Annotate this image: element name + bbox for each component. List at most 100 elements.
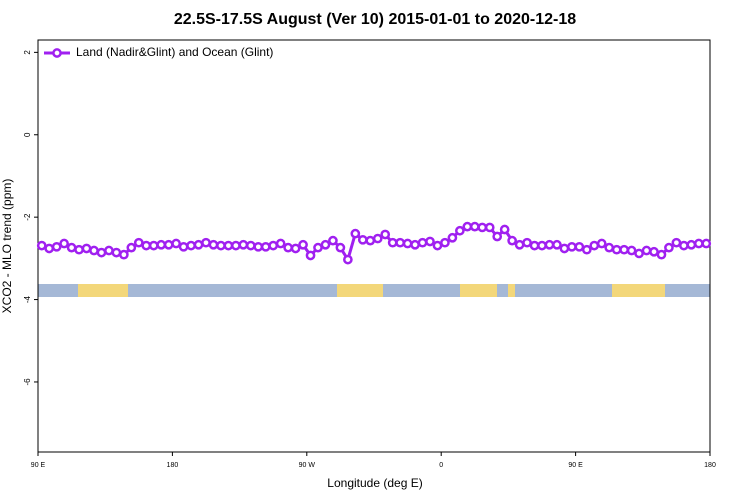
series-marker [492,231,503,242]
series-marker [141,240,152,251]
series-marker [596,238,607,249]
series-marker [604,242,615,253]
series-marker [462,221,473,232]
series-marker [89,245,99,256]
series-marker [417,237,428,248]
series-marker [275,238,286,249]
series-marker [649,246,659,257]
series-marker [104,245,114,256]
series-marker [343,254,353,265]
series-marker [567,241,577,252]
series-marker [245,240,256,251]
series-marker [664,242,674,253]
series-marker [193,239,204,250]
y-tick-label: 0 [23,132,32,137]
x-tick-label: 90 E [568,462,583,469]
series-marker [320,239,331,250]
series-marker [357,234,368,245]
series-marker [298,239,308,250]
series-marker [380,229,391,240]
series-marker [44,243,55,254]
series-marker [559,243,570,254]
series-marker [59,238,69,249]
chart-title: 22.5S-17.5S August (Ver 10) 2015-01-01 t… [174,11,576,28]
series-marker [484,222,495,233]
series-marker [529,240,540,251]
series-marker [335,242,346,253]
series-marker [589,240,600,251]
series-marker [410,239,420,250]
series-marker [238,239,249,250]
series-marker [283,242,293,253]
series-marker [581,244,592,255]
y-tick-label: -6 [23,378,32,386]
series-marker [499,224,510,235]
series-marker [260,241,271,252]
series-marker [432,240,443,251]
series-marker [163,239,174,250]
x-tick-label: 180 [704,462,716,469]
series-marker [178,241,189,252]
series-marker [208,239,219,250]
series-marker [686,239,697,250]
series-marker [641,245,652,256]
x-tick-label: 0 [439,462,443,469]
x-tick-label: 180 [167,462,179,469]
series-marker [574,241,585,252]
series-marker [290,243,301,254]
land-band [508,284,515,297]
series-marker [74,244,84,255]
series-marker [387,237,398,248]
series-marker [611,244,622,255]
series-marker [469,221,480,232]
series-marker [171,238,181,249]
series-marker [656,249,667,260]
series-marker [701,238,712,249]
series-marker [148,240,159,251]
series-marker [440,237,450,248]
series-marker [626,245,637,256]
series-marker [634,248,644,259]
land-band [612,284,665,297]
legend-marker [52,48,62,58]
y-axis-label: XCO2 - MLO trend (ppm) [0,179,14,314]
series-marker [231,240,241,251]
series-marker [216,240,226,251]
series-marker [544,239,555,250]
surface-strip [38,284,710,297]
series-marker [514,239,525,250]
series-marker [133,237,144,248]
series-marker [447,232,458,243]
series-marker [223,240,234,251]
series-marker [402,238,413,249]
series-marker [51,241,62,252]
series-marker [425,236,435,247]
series-marker [66,242,77,253]
x-tick-label: 90 W [299,462,316,469]
series-marker [186,240,196,251]
series-marker [372,233,383,244]
y-tick-label: -4 [23,295,32,303]
series-marker [522,237,532,248]
series-marker [36,240,47,251]
series-marker [477,222,488,233]
series-marker [328,235,338,246]
series-marker [81,243,92,254]
series-marker [268,240,279,251]
series-marker [671,237,682,248]
series-marker [507,235,517,246]
x-axis-label: Longitude (deg E) [327,476,422,490]
series-marker [395,237,405,248]
series-marker [693,238,704,249]
land-band [460,284,497,297]
series-marker [455,225,465,236]
y-tick-label: -2 [23,213,32,221]
series-marker [537,240,547,251]
series-marker [552,239,562,250]
series-marker [679,240,689,251]
series-marker [96,247,107,258]
x-tick-label: 90 E [31,462,46,469]
legend-label: Land (Nadir&Glint) and Ocean (Glint) [76,45,273,59]
series-marker [313,242,323,253]
